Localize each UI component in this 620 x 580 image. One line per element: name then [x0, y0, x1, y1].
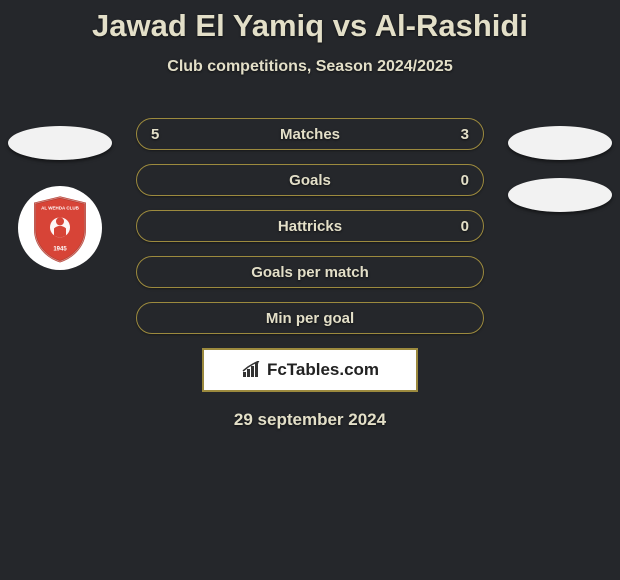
stat-label: Goals: [289, 172, 331, 189]
player2-name: Al-Rashidi: [375, 8, 528, 43]
brand-text: FcTables.com: [267, 360, 379, 380]
stat-label: Goals per match: [251, 264, 369, 281]
player2-club-flag: [508, 178, 612, 212]
page-title: Jawad El Yamiq vs Al-Rashidi: [0, 8, 620, 44]
left-column: AL WEHDA CLUB 1945: [8, 126, 112, 270]
stat-right-value: 0: [461, 218, 469, 235]
date-label: 29 september 2024: [0, 410, 620, 430]
comparison-card: Jawad El Yamiq vs Al-Rashidi Club compet…: [0, 8, 620, 580]
vs-label: vs: [333, 8, 367, 43]
badge-circle: AL WEHDA CLUB 1945: [18, 186, 102, 270]
stat-row-goals: Goals 0: [136, 164, 484, 196]
stat-row-min-per-goal: Min per goal: [136, 302, 484, 334]
stat-row-matches: 5 Matches 3: [136, 118, 484, 150]
stat-right-value: 0: [461, 172, 469, 189]
stat-row-goals-per-match: Goals per match: [136, 256, 484, 288]
player1-name: Jawad El Yamiq: [92, 8, 324, 43]
stat-label: Min per goal: [266, 310, 354, 327]
stat-label: Hattricks: [278, 218, 342, 235]
right-column: [508, 126, 612, 212]
player1-club-badge: AL WEHDA CLUB 1945: [18, 186, 102, 270]
stat-right-value: 3: [461, 126, 469, 143]
chart-icon: [241, 361, 263, 379]
stat-label: Matches: [280, 126, 340, 143]
player2-flag: [508, 126, 612, 160]
stat-row-hattricks: Hattricks 0: [136, 210, 484, 242]
subtitle: Club competitions, Season 2024/2025: [0, 58, 620, 76]
shield-icon: AL WEHDA CLUB 1945: [29, 195, 91, 263]
content-area: AL WEHDA CLUB 1945 5 Matches 3: [0, 118, 620, 430]
stat-left-value: 5: [151, 126, 159, 143]
svg-text:1945: 1945: [53, 246, 67, 252]
stats-table: 5 Matches 3 Goals 0 Hattricks 0 Goals pe…: [136, 118, 484, 334]
svg-text:AL WEHDA CLUB: AL WEHDA CLUB: [41, 205, 79, 210]
player1-flag: [8, 126, 112, 160]
brand-box[interactable]: FcTables.com: [202, 348, 418, 392]
